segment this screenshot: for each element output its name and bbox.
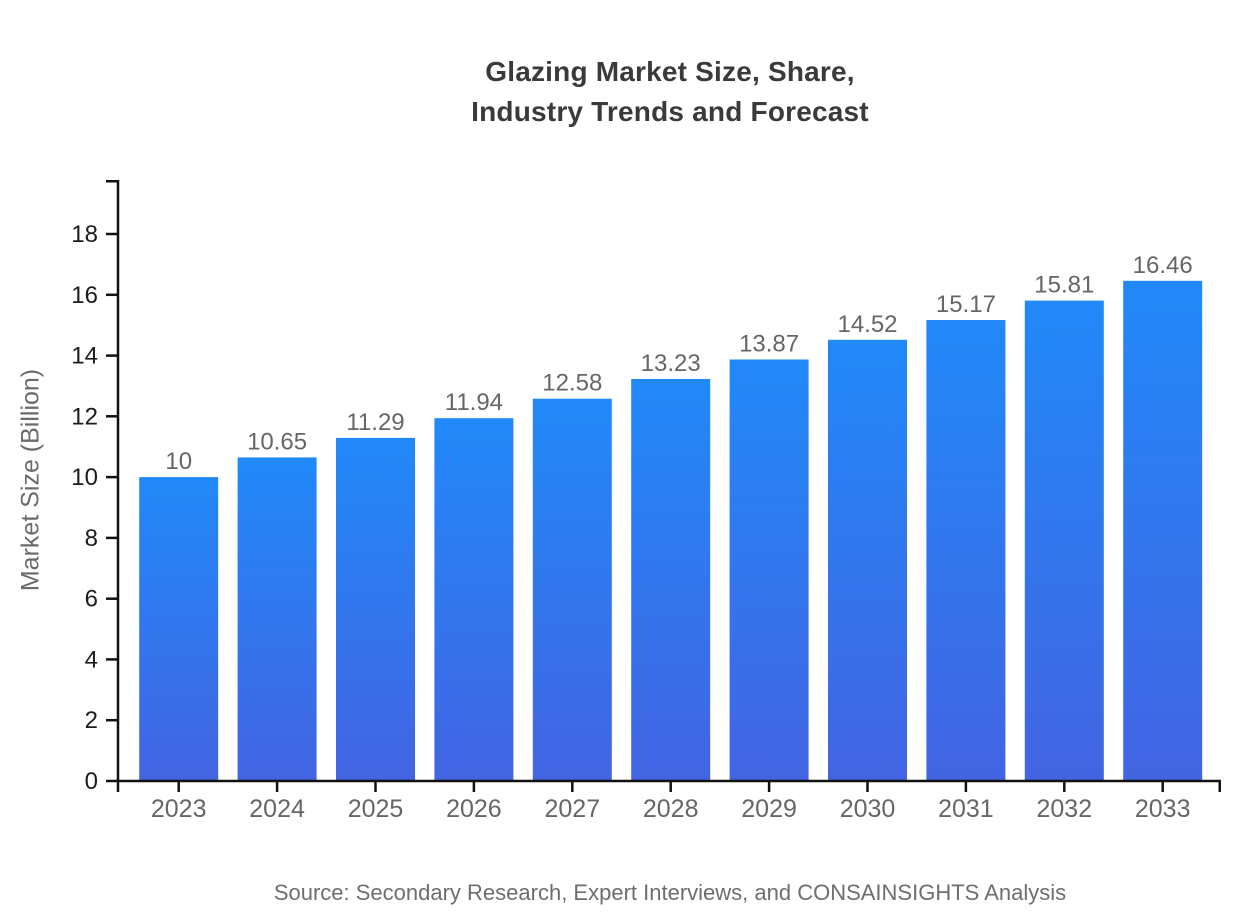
chart-title: Glazing Market Size, Share, Industry Tre…: [140, 52, 1200, 132]
y-tick-label-8: 8: [85, 525, 98, 552]
y-tick-label-6: 6: [85, 586, 98, 613]
chart-title-line-1: Glazing Market Size, Share,: [485, 56, 855, 87]
bar-value-label-2029: 13.87: [739, 331, 799, 358]
bar-2024: [237, 457, 317, 781]
bar-value-label-2024: 10.65: [247, 428, 307, 455]
source-note: Source: Secondary Research, Expert Inter…: [273, 880, 1067, 905]
bar-value-label-2027: 12.58: [542, 370, 602, 397]
x-tick-label-2027: 2027: [544, 795, 600, 823]
bar-value-label-2031: 15.17: [936, 291, 996, 318]
bar-2026: [434, 418, 514, 781]
y-tick-label-12: 12: [71, 403, 98, 430]
x-tick-label-2031: 2031: [938, 795, 994, 823]
y-tick-label-0: 0: [85, 768, 98, 795]
x-tick-label-2026: 2026: [446, 795, 502, 823]
y-tick-label-18: 18: [71, 221, 98, 248]
y-tick-label-10: 10: [71, 464, 98, 491]
bar-2032: [1024, 300, 1104, 781]
x-tick-label-2025: 2025: [348, 795, 404, 823]
x-tick-label-2033: 2033: [1135, 795, 1191, 823]
bar-2028: [631, 379, 711, 781]
bar-2029: [729, 359, 809, 781]
bar-2027: [532, 398, 612, 781]
x-tick-label-2030: 2030: [840, 795, 896, 823]
bar-value-label-2033: 16.46: [1133, 252, 1193, 279]
bar-value-label-2026: 11.94: [445, 389, 503, 416]
chart-title-line-2: Industry Trends and Forecast: [471, 96, 869, 127]
x-tick-label-2028: 2028: [643, 795, 699, 823]
bar-2030: [828, 339, 907, 781]
x-tick-label-2024: 2024: [249, 795, 305, 823]
y-tick-label-16: 16: [71, 282, 98, 309]
bar-value-label-2028: 13.23: [641, 350, 701, 377]
bar-value-label-2032: 15.81: [1034, 272, 1094, 299]
y-tick-label-4: 4: [85, 646, 98, 673]
bar-2031: [926, 320, 1006, 781]
x-tick-label-2032: 2032: [1036, 795, 1092, 823]
x-tick-label-2023: 2023: [151, 795, 207, 823]
bar-value-label-2023: 10: [165, 448, 192, 475]
y-tick-label-2: 2: [85, 707, 98, 734]
bar-2033: [1123, 280, 1203, 781]
bar-value-label-2025: 11.29: [346, 409, 404, 436]
bar-2023: [139, 477, 219, 781]
y-tick-label-14: 14: [71, 343, 98, 370]
bar-value-label-2030: 14.52: [837, 311, 897, 338]
bar-2025: [336, 437, 415, 781]
x-tick-label-2029: 2029: [741, 795, 797, 823]
